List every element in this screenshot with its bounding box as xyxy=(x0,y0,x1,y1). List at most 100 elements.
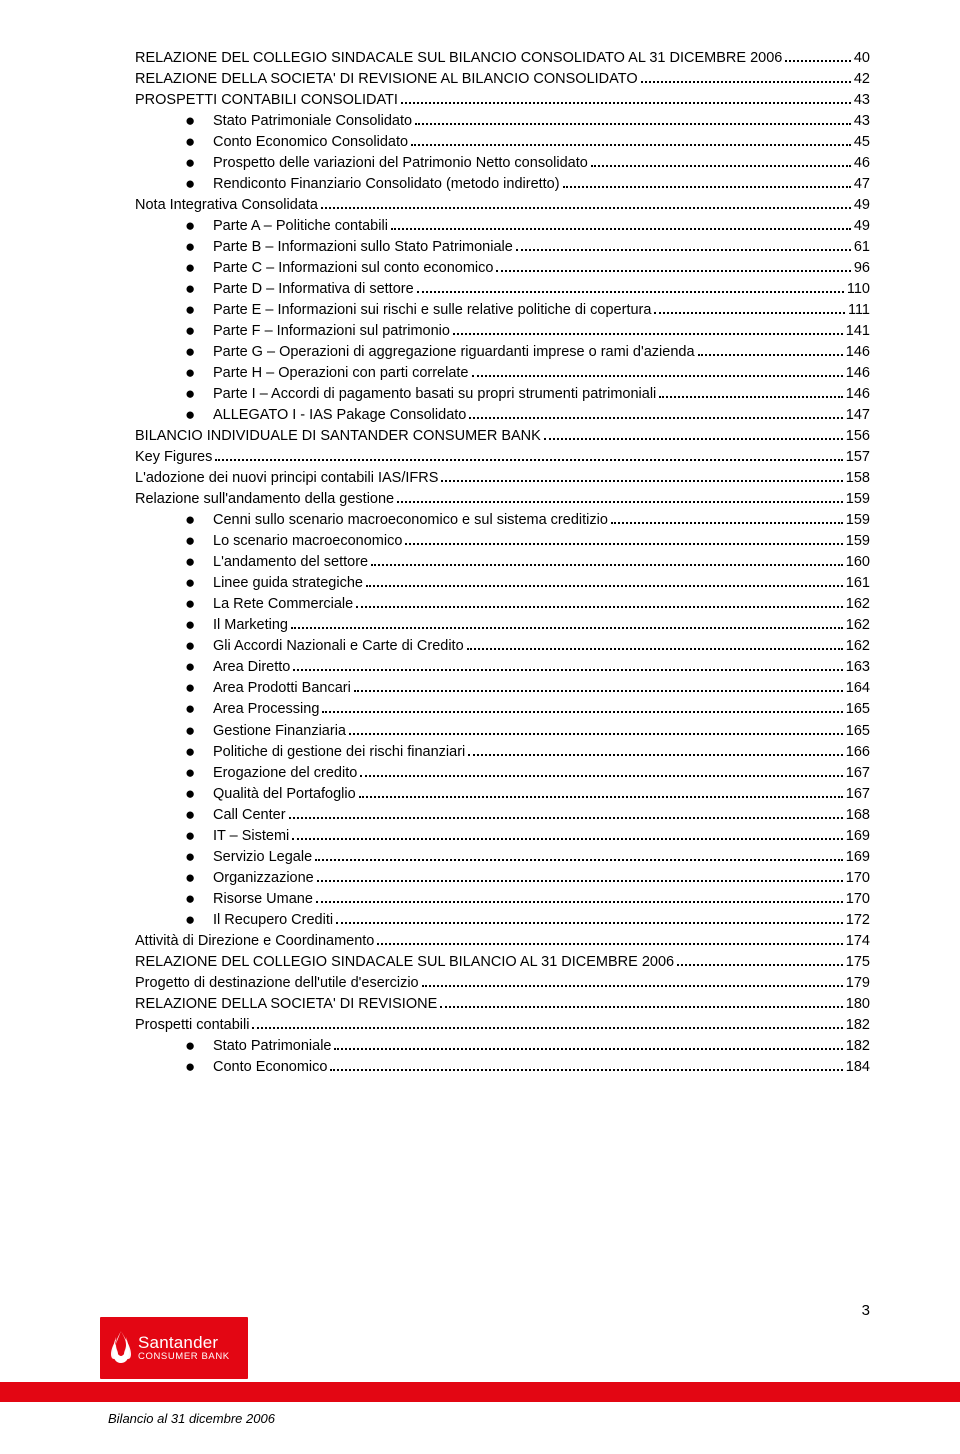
toc-page-number: 180 xyxy=(846,994,870,1015)
toc-entry: ●Conto Economico Consolidato 45 xyxy=(135,132,870,153)
toc-leader-dots xyxy=(785,49,851,62)
toc-leader-dots xyxy=(591,154,851,167)
toc-label: Parte H – Operazioni con parti correlate xyxy=(213,363,469,384)
toc-entry: ●Lo scenario macroeconomico 159 xyxy=(135,531,870,552)
toc-entry: RELAZIONE DEL COLLEGIO SINDACALE SUL BIL… xyxy=(135,952,870,973)
toc-label: Parte D – Informativa di settore xyxy=(213,279,414,300)
logo-subline: CONSUMER BANK xyxy=(138,1352,230,1362)
toc-label: Stato Patrimoniale xyxy=(213,1036,331,1057)
toc-entry: ●Risorse Umane 170 xyxy=(135,889,870,910)
toc-page-number: 169 xyxy=(846,826,870,847)
toc-page-number: 110 xyxy=(847,279,870,300)
bullet-icon: ● xyxy=(185,869,213,886)
toc-page-number: 164 xyxy=(846,678,870,699)
toc-label: Parte E – Informazioni sui rischi e sull… xyxy=(213,300,651,321)
toc-entry: ●Stato Patrimoniale Consolidato 43 xyxy=(135,111,870,132)
toc-label: Prospetto delle variazioni del Patrimoni… xyxy=(213,153,588,174)
toc-label: Lo scenario macroeconomico xyxy=(213,531,402,552)
toc-page-number: 146 xyxy=(846,363,870,384)
toc-label: La Rete Commerciale xyxy=(213,594,353,615)
toc-label: Call Center xyxy=(213,805,286,826)
toc-entry: Key Figures 157 xyxy=(135,447,870,468)
toc-label: RELAZIONE DEL COLLEGIO SINDACALE SUL BIL… xyxy=(135,952,674,973)
toc-page-number: 61 xyxy=(854,237,870,258)
toc-entry: ●Erogazione del credito 167 xyxy=(135,763,870,784)
toc-label: Nota Integrativa Consolidata xyxy=(135,195,318,216)
toc-entry: ●Parte C – Informazioni sul conto econom… xyxy=(135,258,870,279)
toc-page-number: 169 xyxy=(846,847,870,868)
toc-entry: Progetto di destinazione dell'utile d'es… xyxy=(135,973,870,994)
toc-leader-dots xyxy=(397,490,843,503)
toc-page-number: 162 xyxy=(846,636,870,657)
logo-text: Santander CONSUMER BANK xyxy=(138,1334,230,1363)
toc-leader-dots xyxy=(391,217,851,230)
toc-label: Conto Economico xyxy=(213,1057,327,1078)
toc-entry: ●Call Center 168 xyxy=(135,805,870,826)
toc-page-number: 141 xyxy=(846,321,870,342)
toc-page-number: 158 xyxy=(846,468,870,489)
toc-page-number: 174 xyxy=(846,931,870,952)
toc-leader-dots xyxy=(415,112,851,125)
toc-label: Area Processing xyxy=(213,699,319,720)
bullet-icon: ● xyxy=(185,406,213,423)
bullet-icon: ● xyxy=(185,175,213,192)
toc-entry: ●Area Diretto 163 xyxy=(135,657,870,678)
toc-page-number: 159 xyxy=(846,531,870,552)
toc-entry: Relazione sull'andamento della gestione … xyxy=(135,489,870,510)
toc-leader-dots xyxy=(468,742,843,755)
logo-name: Santander xyxy=(138,1334,230,1352)
toc-leader-dots xyxy=(544,427,843,440)
bullet-icon: ● xyxy=(185,616,213,633)
toc-label: Conto Economico Consolidato xyxy=(213,132,408,153)
toc-label: Relazione sull'andamento della gestione xyxy=(135,489,394,510)
toc-leader-dots xyxy=(411,133,851,146)
toc-entry: Attività di Direzione e Coordinamento 17… xyxy=(135,931,870,952)
toc-leader-dots xyxy=(422,974,843,987)
toc-leader-dots xyxy=(472,364,843,377)
bullet-icon: ● xyxy=(185,637,213,654)
toc-label: Il Recupero Crediti xyxy=(213,910,333,931)
toc-leader-dots xyxy=(292,827,843,840)
toc-entry: PROSPETTI CONTABILI CONSOLIDATI 43 xyxy=(135,90,870,111)
toc-label: Gestione Finanziaria xyxy=(213,721,346,742)
toc-entry: RELAZIONE DEL COLLEGIO SINDACALE SUL BIL… xyxy=(135,48,870,69)
toc-leader-dots xyxy=(360,763,843,776)
toc-page-number: 40 xyxy=(854,48,870,69)
toc-label: Qualità del Portafoglio xyxy=(213,784,356,805)
toc-leader-dots xyxy=(349,721,843,734)
toc-page-number: 182 xyxy=(846,1015,870,1036)
toc-entry: ●Parte D – Informativa di settore 110 xyxy=(135,279,870,300)
bullet-icon: ● xyxy=(185,722,213,739)
toc-label: Il Marketing xyxy=(213,615,288,636)
toc-leader-dots xyxy=(371,553,843,566)
bullet-icon: ● xyxy=(185,1037,213,1054)
toc-entry: RELAZIONE DELLA SOCIETA' DI REVISIONE 18… xyxy=(135,994,870,1015)
toc-leader-dots xyxy=(654,301,845,314)
toc-label: Parte I – Accordi di pagamento basati su… xyxy=(213,384,656,405)
toc-page-number: 182 xyxy=(846,1036,870,1057)
toc-label: Attività di Direzione e Coordinamento xyxy=(135,931,374,952)
toc-label: BILANCIO INDIVIDUALE DI SANTANDER CONSUM… xyxy=(135,426,541,447)
toc-entry: ●IT – Sistemi 169 xyxy=(135,826,870,847)
toc-page-number: 160 xyxy=(846,552,870,573)
toc-page-number: 184 xyxy=(846,1057,870,1078)
bullet-icon: ● xyxy=(185,280,213,297)
toc-entry: ●Il Recupero Crediti 172 xyxy=(135,910,870,931)
toc-entry: ●Qualità del Portafoglio 167 xyxy=(135,784,870,805)
toc-entry: ●Area Prodotti Bancari 164 xyxy=(135,678,870,699)
toc-page-number: 163 xyxy=(846,657,870,678)
toc-page-number: 146 xyxy=(846,384,870,405)
toc-entry: ●ALLEGATO I - IAS Pakage Consolidato 147 xyxy=(135,405,870,426)
toc-label: Politiche di gestione dei rischi finanzi… xyxy=(213,742,465,763)
toc-leader-dots xyxy=(215,448,842,461)
toc-label: IT – Sistemi xyxy=(213,826,289,847)
toc-label: Stato Patrimoniale Consolidato xyxy=(213,111,412,132)
bullet-icon: ● xyxy=(185,827,213,844)
toc-page-number: 156 xyxy=(846,426,870,447)
bullet-icon: ● xyxy=(185,574,213,591)
toc-leader-dots xyxy=(496,259,850,272)
toc-page-number: 147 xyxy=(846,405,870,426)
toc-page-number: 165 xyxy=(846,699,870,720)
toc-page-number: 167 xyxy=(846,784,870,805)
bullet-icon: ● xyxy=(185,301,213,318)
